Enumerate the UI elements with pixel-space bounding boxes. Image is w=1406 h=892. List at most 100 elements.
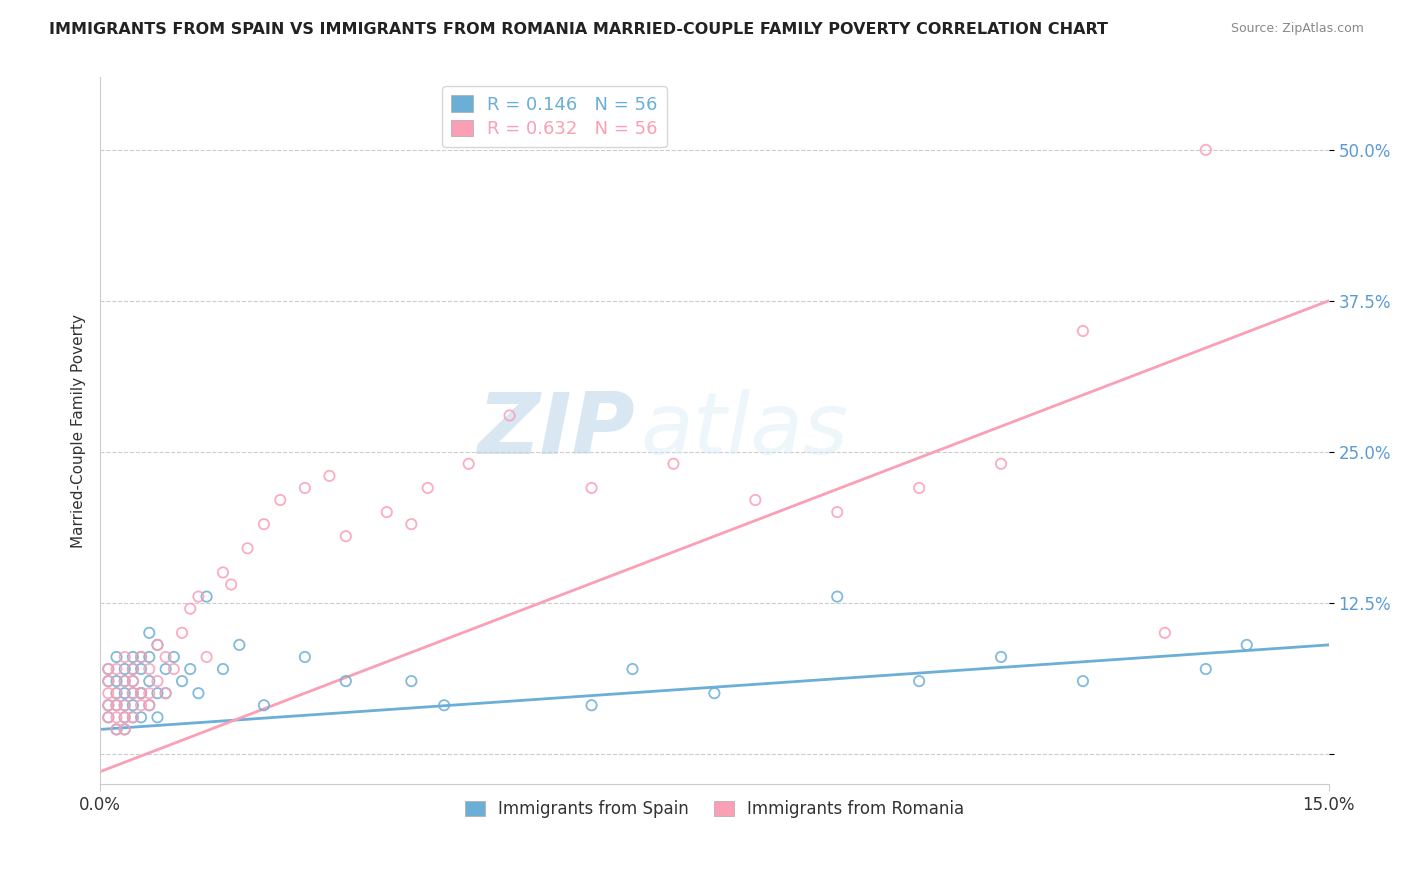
- Point: [294, 481, 316, 495]
- Point: [114, 674, 136, 689]
- Point: [146, 710, 169, 724]
- Point: [1236, 638, 1258, 652]
- Point: [318, 468, 340, 483]
- Point: [138, 698, 160, 713]
- Point: [990, 650, 1012, 665]
- Point: [163, 650, 186, 665]
- Point: [105, 710, 128, 724]
- Point: [228, 638, 250, 652]
- Point: [97, 698, 120, 713]
- Point: [457, 457, 479, 471]
- Point: [375, 505, 398, 519]
- Point: [294, 650, 316, 665]
- Point: [105, 698, 128, 713]
- Point: [335, 529, 357, 543]
- Point: [138, 662, 160, 676]
- Point: [138, 698, 160, 713]
- Point: [97, 674, 120, 689]
- Point: [122, 674, 145, 689]
- Point: [195, 590, 218, 604]
- Point: [97, 662, 120, 676]
- Point: [129, 686, 152, 700]
- Point: [236, 541, 259, 556]
- Point: [253, 698, 276, 713]
- Point: [122, 710, 145, 724]
- Point: [122, 650, 145, 665]
- Point: [97, 710, 120, 724]
- Point: [621, 662, 644, 676]
- Point: [908, 481, 931, 495]
- Point: [122, 698, 145, 713]
- Point: [129, 686, 152, 700]
- Point: [114, 723, 136, 737]
- Text: atlas: atlas: [641, 389, 849, 472]
- Point: [138, 650, 160, 665]
- Y-axis label: Married-Couple Family Poverty: Married-Couple Family Poverty: [72, 314, 86, 548]
- Text: Source: ZipAtlas.com: Source: ZipAtlas.com: [1230, 22, 1364, 36]
- Point: [253, 517, 276, 532]
- Point: [129, 710, 152, 724]
- Point: [401, 674, 423, 689]
- Point: [146, 638, 169, 652]
- Point: [138, 674, 160, 689]
- Point: [155, 686, 177, 700]
- Point: [129, 698, 152, 713]
- Point: [114, 650, 136, 665]
- Point: [195, 650, 218, 665]
- Point: [163, 662, 186, 676]
- Point: [825, 505, 848, 519]
- Point: [1071, 324, 1094, 338]
- Point: [97, 710, 120, 724]
- Point: [581, 698, 603, 713]
- Point: [179, 601, 201, 615]
- Point: [1153, 625, 1175, 640]
- Point: [744, 493, 766, 508]
- Point: [146, 686, 169, 700]
- Point: [138, 686, 160, 700]
- Point: [581, 481, 603, 495]
- Point: [138, 625, 160, 640]
- Point: [105, 686, 128, 700]
- Point: [1071, 674, 1094, 689]
- Point: [114, 710, 136, 724]
- Point: [114, 698, 136, 713]
- Point: [105, 662, 128, 676]
- Legend: Immigrants from Spain, Immigrants from Romania: Immigrants from Spain, Immigrants from R…: [458, 794, 970, 825]
- Point: [129, 650, 152, 665]
- Point: [825, 590, 848, 604]
- Point: [662, 457, 685, 471]
- Point: [114, 698, 136, 713]
- Point: [122, 686, 145, 700]
- Point: [187, 590, 209, 604]
- Point: [105, 674, 128, 689]
- Point: [1195, 143, 1218, 157]
- Point: [212, 662, 235, 676]
- Text: ZIP: ZIP: [477, 389, 634, 472]
- Point: [129, 662, 152, 676]
- Point: [155, 662, 177, 676]
- Point: [179, 662, 201, 676]
- Point: [97, 662, 120, 676]
- Point: [114, 674, 136, 689]
- Point: [1195, 662, 1218, 676]
- Point: [105, 723, 128, 737]
- Point: [703, 686, 725, 700]
- Point: [97, 674, 120, 689]
- Point: [146, 674, 169, 689]
- Point: [97, 686, 120, 700]
- Point: [122, 662, 145, 676]
- Point: [155, 686, 177, 700]
- Point: [269, 493, 291, 508]
- Point: [97, 698, 120, 713]
- Point: [170, 674, 193, 689]
- Point: [401, 517, 423, 532]
- Point: [122, 662, 145, 676]
- Point: [129, 650, 152, 665]
- Point: [155, 650, 177, 665]
- Point: [114, 662, 136, 676]
- Point: [908, 674, 931, 689]
- Point: [114, 723, 136, 737]
- Point: [105, 698, 128, 713]
- Point: [335, 674, 357, 689]
- Point: [105, 686, 128, 700]
